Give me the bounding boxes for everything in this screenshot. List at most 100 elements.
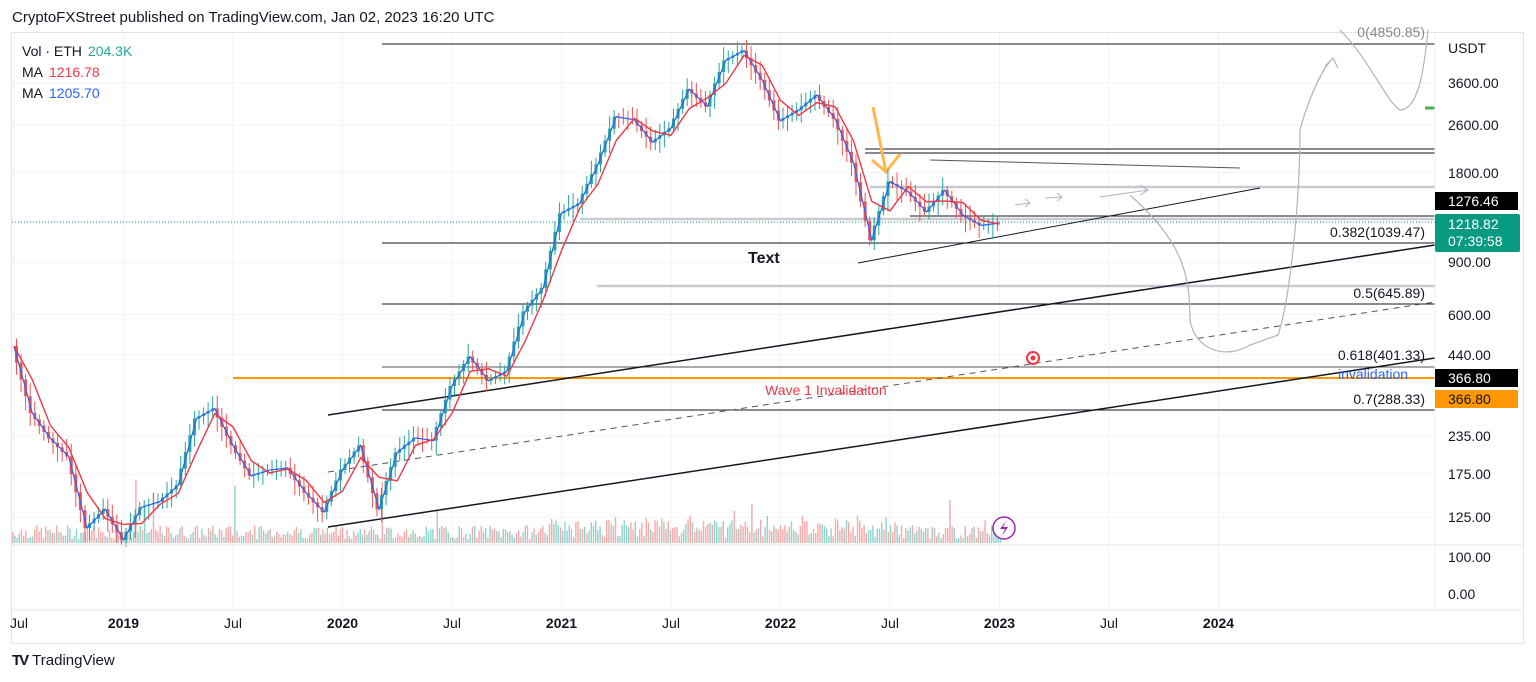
volume-bar: [397, 533, 399, 543]
volume-bar: [302, 537, 304, 543]
volume-bar: [687, 518, 689, 543]
volume-bar: [364, 529, 366, 543]
volume-bar: [152, 492, 155, 543]
volume-bar: [190, 534, 192, 543]
volume-bar: [529, 538, 531, 543]
volume-bar: [876, 528, 878, 543]
volume-bar: [601, 534, 603, 543]
volume-bar: [647, 522, 650, 543]
volume-bar: [51, 532, 53, 543]
volume-bar: [733, 510, 735, 543]
volume-bar: [555, 520, 557, 543]
triangle-support: [857, 187, 1261, 264]
legend-ma-blue[interactable]: MA 1205.70: [22, 83, 100, 104]
volume-bar: [185, 537, 188, 543]
volume-bar: [700, 530, 702, 543]
time-tick: Jul: [224, 615, 242, 631]
volume-bar: [727, 527, 729, 543]
volume-bar: [243, 535, 245, 543]
volume-bar: [141, 530, 144, 543]
volume-bar: [586, 533, 588, 543]
volume-bar: [122, 537, 124, 543]
invalidation-label[interactable]: invalidation: [1338, 366, 1409, 382]
volume-bar: [106, 537, 108, 543]
fib-label: 0.618(401.33): [1337, 347, 1425, 363]
volume-bar: [447, 532, 449, 543]
volume-bar: [557, 525, 559, 543]
tradingview-logo-icon: TV: [12, 652, 29, 669]
volume-bar: [416, 536, 419, 543]
volume-bar: [91, 529, 93, 543]
volume-bar: [713, 520, 716, 543]
volume-bar: [905, 527, 907, 543]
volume-bar: [491, 529, 493, 543]
volume-bar: [102, 532, 104, 543]
price-tag-invalidation: 366.80: [1435, 369, 1518, 387]
legend-ma-red[interactable]: MA 1216.78: [22, 62, 100, 83]
volume-bar: [326, 527, 328, 543]
arrow-icon: [1099, 184, 1149, 198]
volume-bar: [698, 529, 700, 543]
volume-bar: [964, 526, 966, 543]
time-tick: 2022: [764, 615, 797, 631]
volume-bar: [883, 529, 885, 543]
volume-bar: [359, 529, 361, 543]
volume-bar: [689, 515, 691, 543]
volume-bar: [922, 531, 925, 543]
time-tick: 2024: [1202, 615, 1235, 631]
volume-bar: [768, 530, 771, 543]
triangle-resistance: [929, 159, 1241, 169]
volume-bar: [634, 521, 636, 543]
wave-invalidation-label[interactable]: Wave 1 Invalidaiton: [765, 382, 887, 398]
volume-bar: [654, 520, 656, 543]
time-tick: Jul: [1100, 615, 1118, 631]
volume-bar: [911, 525, 914, 543]
volume-bar: [344, 538, 346, 543]
volume-bar: [788, 526, 790, 543]
volume-bar: [542, 525, 544, 543]
volume-bar: [372, 529, 375, 543]
volume-bar: [67, 525, 69, 543]
volume-bar: [775, 528, 777, 543]
volume-bar: [729, 523, 731, 543]
fib-label: 0.5(645.89): [1353, 285, 1425, 301]
volume-bar: [383, 534, 386, 543]
volume-bar: [20, 529, 23, 543]
legend-volume[interactable]: Vol · ETH 204.3K: [22, 41, 132, 62]
volume-bar: [540, 528, 542, 543]
volume-bar: [100, 532, 102, 543]
volume-bar: [97, 527, 100, 543]
volume-bar: [361, 534, 364, 543]
ma-line-blue: [13, 49, 1000, 541]
volume-bar: [273, 535, 276, 543]
volume-bar: [399, 535, 401, 543]
target-icon: [1026, 351, 1040, 365]
volume-bar: [661, 518, 663, 543]
price-tick: 600.00: [1448, 306, 1491, 323]
volume-bar: [520, 536, 522, 543]
volume-bar: [493, 528, 496, 543]
volume-bar: [366, 534, 368, 543]
legend-label: MA: [22, 64, 43, 80]
volume-bar: [355, 535, 357, 543]
volume-bar: [672, 528, 674, 543]
volume-bar: [929, 538, 931, 543]
volume-bar: [108, 530, 111, 543]
volume-bar: [751, 503, 753, 543]
volume-bar: [834, 518, 837, 543]
volume-bar: [225, 528, 227, 543]
volume-bar: [896, 525, 898, 543]
volume-bar: [889, 525, 892, 543]
volume-bar: [771, 531, 773, 543]
volume-bar: [931, 526, 933, 543]
text-annotation[interactable]: Text: [748, 250, 780, 267]
volume-bar: [485, 528, 487, 543]
volume-bar: [716, 522, 718, 543]
volume-bar: [45, 526, 47, 543]
volume-bar: [183, 535, 185, 543]
volume-bar: [78, 538, 80, 543]
volume-bar: [12, 532, 14, 543]
tradingview-logo[interactable]: TV TradingView: [12, 652, 115, 669]
volume-bar: [804, 521, 806, 543]
